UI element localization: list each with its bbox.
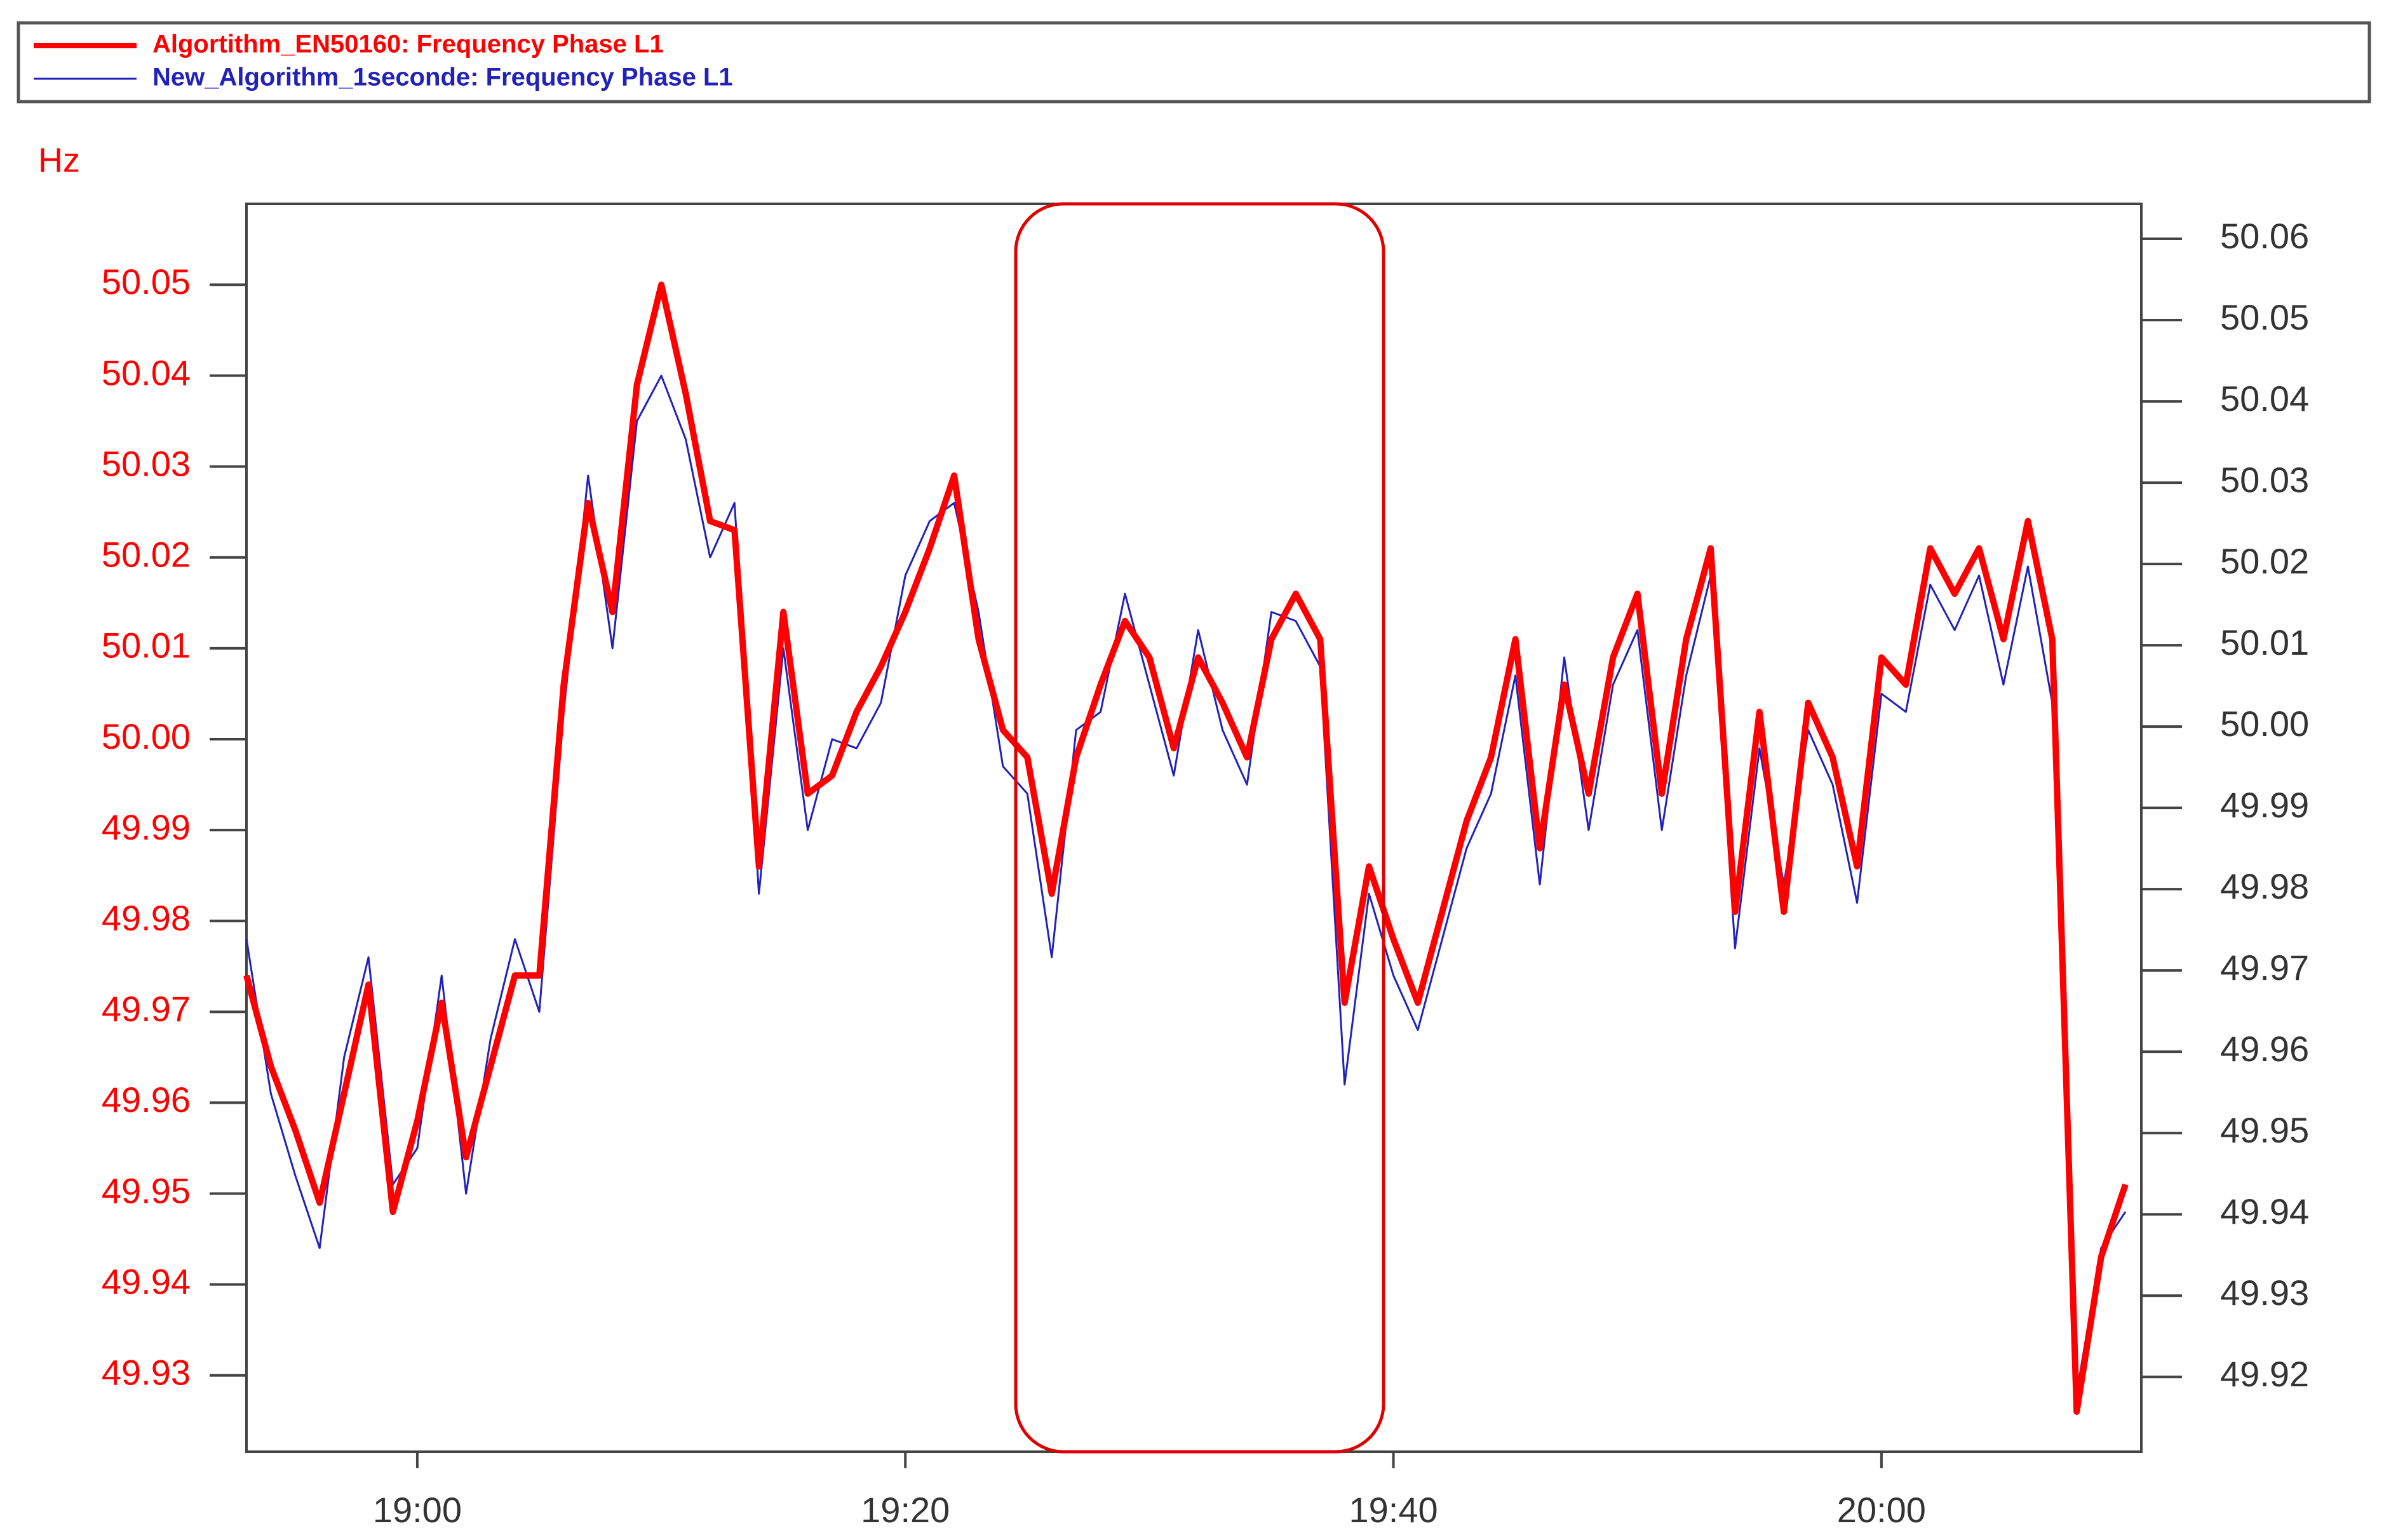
- y2-tick-label: 50.02: [2220, 541, 2309, 581]
- y2-tick-label: 49.97: [2220, 947, 2309, 988]
- y2-tick-label: 49.94: [2220, 1191, 2309, 1231]
- y-tick-label: 50.00: [102, 716, 191, 756]
- y2-tick-label: 50.05: [2220, 297, 2309, 337]
- legend-text: Algortithm_EN50160: Frequency Phase L1: [152, 30, 664, 58]
- y2-tick-label: 50.03: [2220, 460, 2309, 500]
- y-tick-label: 50.04: [102, 352, 191, 392]
- marks: [243, 281, 2129, 1415]
- y2-tick-label: 49.92: [2220, 1354, 2309, 1394]
- y2-tick-label: 50.01: [2220, 622, 2309, 662]
- x-tick-label: 20:00: [1837, 1490, 1926, 1530]
- y-tick-label: 49.96: [102, 1080, 191, 1120]
- y2-tick-label: 50.06: [2220, 216, 2309, 256]
- y-tick-label: 50.03: [102, 443, 191, 483]
- series-line: [243, 281, 2129, 1415]
- y-axis-label: Hz: [38, 141, 80, 179]
- y2-tick-label: 49.98: [2220, 866, 2309, 906]
- legend-box: [17, 21, 2371, 104]
- plot-area: [245, 203, 2143, 1453]
- y-tick-label: 50.01: [102, 626, 191, 666]
- y-tick-label: 49.99: [102, 807, 191, 847]
- y2-tick-label: 49.96: [2220, 1029, 2309, 1069]
- y2-tick-label: 49.99: [2220, 785, 2309, 825]
- y-tick-label: 50.02: [102, 535, 191, 575]
- y-tick-label: 49.95: [102, 1170, 191, 1210]
- y-tick-label: 50.05: [102, 262, 191, 302]
- y-tick-label: 49.93: [102, 1353, 191, 1393]
- y2-tick-label: 49.95: [2220, 1110, 2309, 1150]
- x-tick-label: 19:40: [1349, 1490, 1438, 1530]
- y2-tick-label: 50.04: [2220, 378, 2309, 418]
- highlight-box: [1014, 202, 1385, 1454]
- y-tick-label: 49.97: [102, 989, 191, 1029]
- legend-text: New_Algorithm_1seconde: Frequency Phase …: [152, 64, 733, 91]
- y2-tick-label: 49.93: [2220, 1273, 2309, 1313]
- y2-tick-label: 50.00: [2220, 704, 2309, 744]
- y-tick-label: 49.98: [102, 898, 191, 938]
- y-tick-label: 49.94: [102, 1261, 191, 1301]
- x-tick-label: 19:00: [373, 1490, 462, 1530]
- x-tick-label: 19:20: [861, 1490, 950, 1530]
